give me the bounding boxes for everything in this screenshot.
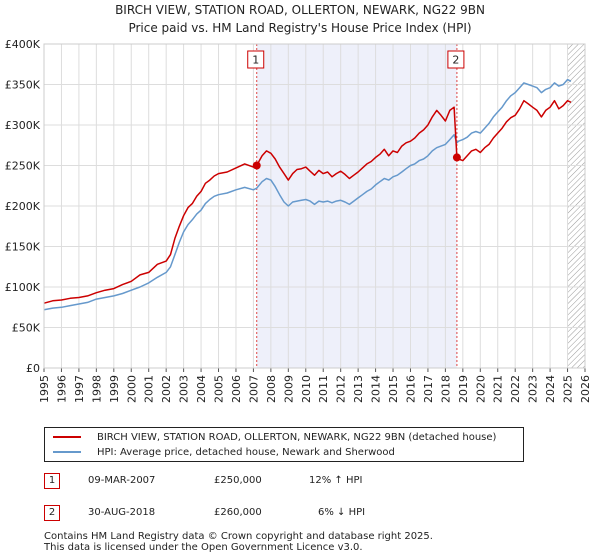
sale-marker-badge: 1	[44, 473, 60, 489]
x-tick-label: 2004	[195, 375, 208, 403]
footer-line-2: This data is licensed under the Open Gov…	[44, 542, 433, 553]
x-tick-label: 2011	[317, 375, 330, 403]
x-tick-label: 2010	[300, 375, 313, 403]
x-tick-label: 2012	[335, 375, 348, 403]
sale-price: £250,000	[214, 475, 262, 486]
sale-point	[253, 162, 261, 170]
legend-label-hpi: HPI: Average price, detached house, Newa…	[97, 447, 395, 458]
y-tick-label: £50K	[12, 322, 41, 335]
x-tick-label: 2015	[387, 375, 400, 403]
chart-title: BIRCH VIEW, STATION ROAD, OLLERTON, NEWA…	[115, 3, 485, 17]
x-tick-label: 2002	[160, 375, 173, 403]
x-tick-label: 2019	[457, 375, 470, 403]
sale-hpi-diff: 12% ↑ HPI	[309, 475, 362, 486]
y-tick-label: £350K	[5, 79, 41, 92]
x-tick-label: 2020	[474, 375, 487, 403]
sale-hpi-diff: 6% ↓ HPI	[318, 507, 365, 518]
y-tick-label: £400K	[5, 38, 41, 51]
y-tick-label: £300K	[5, 119, 41, 132]
sale-price: £260,000	[214, 507, 262, 518]
y-tick-label: £0	[26, 362, 40, 375]
x-tick-label: 2013	[352, 375, 365, 403]
x-tick-label: 1995	[38, 375, 51, 403]
x-tick-label: 2000	[125, 375, 138, 403]
x-tick-label: 2009	[282, 375, 295, 403]
x-tick-label: 2022	[509, 375, 522, 403]
legend-swatch-blue	[53, 451, 81, 453]
sale-point	[453, 153, 461, 161]
x-tick-label: 2017	[422, 375, 435, 403]
x-tick-label: 2007	[247, 375, 260, 403]
x-tick-label: 1999	[108, 375, 121, 403]
legend-swatch-red	[53, 436, 81, 438]
x-tick-label: 2005	[213, 375, 226, 403]
chart-legend: BIRCH VIEW, STATION ROAD, OLLERTON, NEWA…	[44, 427, 524, 462]
footer-line-1: Contains HM Land Registry data © Crown c…	[44, 531, 433, 542]
x-tick-label: 2016	[404, 375, 417, 403]
x-tick-label: 2021	[492, 375, 505, 403]
x-tick-label: 2014	[370, 375, 383, 403]
x-tick-label: 1996	[55, 375, 68, 403]
x-tick-label: 2008	[265, 375, 278, 403]
chart-subtitle: Price paid vs. HM Land Registry's House …	[128, 21, 471, 35]
legend-entry-property: BIRCH VIEW, STATION ROAD, OLLERTON, NEWA…	[53, 430, 496, 444]
sale-date: 30-AUG-2018	[88, 507, 155, 518]
y-tick-label: £100K	[5, 281, 41, 294]
x-tick-label: 2023	[527, 375, 540, 403]
sale-marker-badge: 2	[44, 505, 60, 521]
sale-label-number: 2	[452, 54, 459, 67]
sale-date: 09-MAR-2007	[88, 475, 155, 486]
x-tick-label: 2001	[143, 375, 156, 403]
x-tick-label: 1997	[73, 375, 86, 403]
legend-label-property: BIRCH VIEW, STATION ROAD, OLLERTON, NEWA…	[97, 432, 496, 443]
x-tick-label: 2024	[544, 375, 557, 403]
x-tick-label: 2003	[178, 375, 191, 403]
x-tick-label: 2018	[439, 375, 452, 403]
x-tick-label: 2025	[562, 375, 575, 403]
sale-label-number: 1	[252, 54, 259, 67]
footer-attribution: Contains HM Land Registry data © Crown c…	[44, 531, 433, 553]
y-tick-label: £250K	[5, 160, 41, 173]
price-chart: BIRCH VIEW, STATION ROAD, OLLERTON, NEWA…	[0, 0, 600, 425]
x-tick-label: 1998	[90, 375, 103, 403]
y-tick-label: £200K	[5, 200, 41, 213]
legend-entry-hpi: HPI: Average price, detached house, Newa…	[53, 445, 395, 459]
x-tick-label: 2026	[579, 375, 592, 403]
x-tick-label: 2006	[230, 375, 243, 403]
y-tick-label: £150K	[5, 241, 41, 254]
